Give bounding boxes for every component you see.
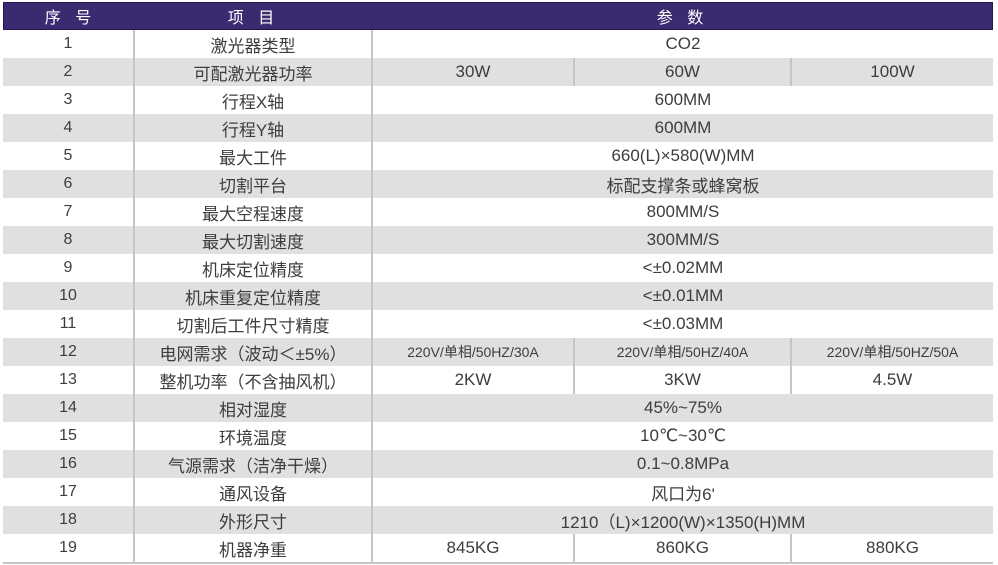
table-row: 6 切割平台 标配支撑条或蜂窝板	[3, 170, 993, 198]
param-cell: 60W	[573, 58, 790, 86]
item-cell: 激光器类型	[133, 30, 371, 58]
row-number-cell: 11	[59, 315, 77, 332]
param-cell: 220V/单相/50HZ/40A	[573, 338, 790, 366]
item-cell: 整机功率（不含抽风机）	[133, 366, 371, 394]
param-cell: <±0.03MM	[371, 310, 993, 338]
table-header-row: 序 号 项 目 参 数	[3, 2, 993, 30]
row-number-cell: 17	[59, 483, 77, 500]
item-cell: 环境温度	[133, 422, 371, 450]
param-cell: 220V/单相/50HZ/30A	[371, 338, 573, 366]
item-cell: 最大切割速度	[133, 226, 371, 254]
item-cell: 最大工件	[133, 142, 371, 170]
param-cell: 0.1~0.8MPa	[371, 450, 993, 478]
header-item: 项 目	[227, 10, 280, 27]
table-row: 2 可配激光器功率 30W 60W 100W	[3, 58, 993, 86]
param-cell: 660(L)×580(W)MM	[371, 142, 993, 170]
row-number-cell: 5	[63, 147, 73, 164]
table-row: 3 行程X轴 600MM	[3, 86, 993, 114]
row-number-cell: 4	[63, 119, 73, 136]
param-cell: <±0.02MM	[371, 254, 993, 282]
table-row: 5 最大工件 660(L)×580(W)MM	[3, 142, 993, 170]
param-cell: 600MM	[371, 114, 993, 142]
row-number-cell: 1	[63, 35, 73, 52]
table-row: 18 外形尺寸 1210（L)×1200(W)×1350(H)MM	[3, 506, 993, 534]
table-row: 4 行程Y轴 600MM	[3, 114, 993, 142]
row-number-cell: 14	[59, 399, 77, 416]
item-cell: 气源需求（洁净干燥）	[133, 450, 371, 478]
item-cell: 机床重复定位精度	[133, 282, 371, 310]
table-row: 16 气源需求（洁净干燥） 0.1~0.8MPa	[3, 450, 993, 478]
table-row: 19 机器净重 845KG 860KG 880KG	[3, 534, 993, 562]
table-row: 17 通风设备 风口为6'	[3, 478, 993, 506]
table-row: 10 机床重复定位精度 <±0.01MM	[3, 282, 993, 310]
row-number-cell: 16	[59, 455, 77, 472]
row-number-cell: 7	[63, 203, 73, 220]
row-number-cell: 13	[59, 371, 77, 388]
param-cell: 300MM/S	[371, 226, 993, 254]
item-cell: 行程Y轴	[133, 114, 371, 142]
item-cell: 相对湿度	[133, 394, 371, 422]
header-index: 序 号	[44, 10, 97, 27]
table-row: 14 相对湿度 45%~75%	[3, 394, 993, 422]
table-row: 12 电网需求（波动＜±5%） 220V/单相/50HZ/30A 220V/单相/50…	[3, 338, 993, 366]
row-number-cell: 15	[59, 427, 77, 444]
table-row: 8 最大切割速度 300MM/S	[3, 226, 993, 254]
item-cell: 电网需求（波动＜±5%）	[133, 338, 371, 366]
table-row: 1 激光器类型 CO2	[3, 30, 993, 58]
table-row: 11 切割后工件尺寸精度 <±0.03MM	[3, 310, 993, 338]
item-cell: 切割平台	[133, 170, 371, 198]
param-cell: 45%~75%	[371, 394, 993, 422]
item-cell: 最大空程速度	[133, 198, 371, 226]
item-cell: 行程X轴	[133, 86, 371, 114]
item-cell: 机床定位精度	[133, 254, 371, 282]
table-row: 9 机床定位精度 <±0.02MM	[3, 254, 993, 282]
param-cell: 860KG	[573, 534, 790, 562]
param-cell: 600MM	[371, 86, 993, 114]
row-number-cell: 8	[63, 231, 73, 248]
param-cell: 2KW	[371, 366, 573, 394]
item-cell: 可配激光器功率	[133, 58, 371, 86]
param-cell: 风口为6'	[371, 478, 993, 506]
item-cell: 通风设备	[133, 478, 371, 506]
row-number-cell: 6	[63, 175, 73, 192]
param-cell: 4.5W	[790, 366, 993, 394]
spec-table: 序 号 项 目 参 数 1 激光器类型 CO2 2 可配激光器功率 30W 60W 100W 3…	[3, 2, 993, 564]
row-number-cell: 19	[59, 539, 77, 556]
row-number-cell: 18	[59, 511, 77, 528]
row-number-cell: 3	[63, 91, 73, 108]
param-cell: CO2	[371, 30, 993, 58]
row-number-cell: 12	[59, 343, 77, 360]
param-cell: 100W	[790, 58, 993, 86]
table-row: 7 最大空程速度 800MM/S	[3, 198, 993, 226]
param-cell: 880KG	[790, 534, 993, 562]
param-cell: 30W	[371, 58, 573, 86]
item-cell: 机器净重	[133, 534, 371, 562]
row-number-cell: 9	[63, 259, 73, 276]
table-row: 15 环境温度 10℃~30℃	[3, 422, 993, 450]
table-row: 13 整机功率（不含抽风机） 2KW 3KW 4.5W	[3, 366, 993, 394]
param-cell: 800MM/S	[371, 198, 993, 226]
param-cell: <±0.01MM	[371, 282, 993, 310]
spec-table-body: 1 激光器类型 CO2 2 可配激光器功率 30W 60W 100W 3 行程X轴 600MM 4 行程…	[3, 30, 993, 564]
param-cell: 1210（L)×1200(W)×1350(H)MM	[371, 506, 993, 534]
row-number-cell: 2	[63, 63, 73, 80]
item-cell: 外形尺寸	[133, 506, 371, 534]
param-cell: 3KW	[573, 366, 790, 394]
item-cell: 切割后工件尺寸精度	[133, 310, 371, 338]
param-cell: 845KG	[371, 534, 573, 562]
header-params: 参 数	[656, 10, 709, 27]
param-cell: 标配支撑条或蜂窝板	[371, 170, 993, 198]
row-number-cell: 10	[59, 287, 77, 304]
param-cell: 220V/单相/50HZ/50A	[790, 338, 993, 366]
param-cell: 10℃~30℃	[371, 422, 993, 450]
